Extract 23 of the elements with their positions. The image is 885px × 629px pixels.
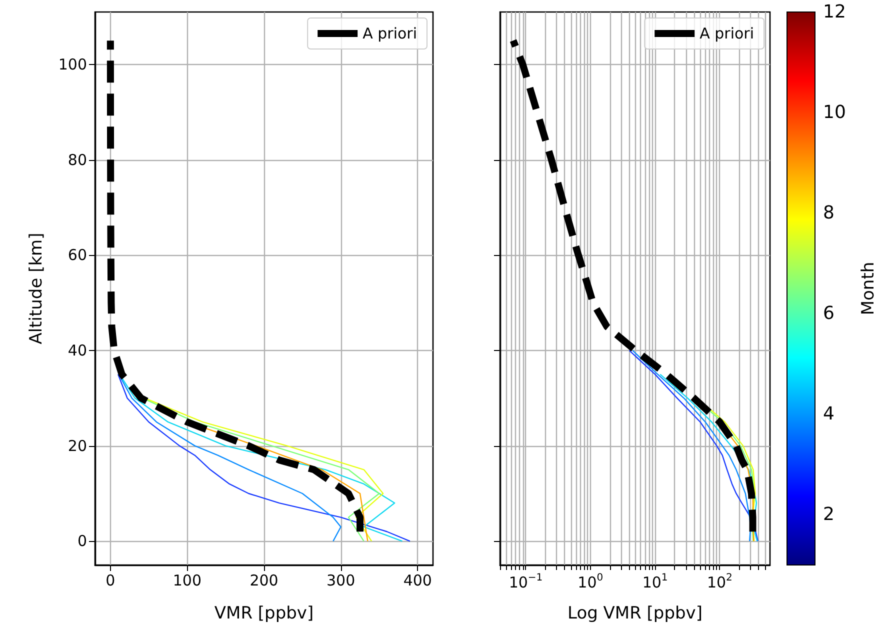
color-bar-label: 8: [823, 202, 834, 224]
legend-label: A priori: [700, 24, 754, 42]
y-tick-label: 80: [68, 150, 87, 169]
color-bar-label: 10: [823, 102, 846, 124]
x-tick-label: 200: [250, 572, 278, 590]
color-bar-label: 12: [823, 2, 846, 22]
color-bar-label: 4: [823, 404, 834, 425]
y-axis-title: Altitude [km]: [26, 232, 46, 344]
x-axis-title: Log VMR [ppbv]: [568, 604, 702, 624]
x-tick-label: 400: [403, 572, 432, 590]
color-bar-title: Month: [858, 262, 878, 316]
x-tick-label: 300: [326, 572, 356, 590]
y-tick-label: 0: [77, 532, 87, 550]
y-tick-label: 20: [68, 436, 87, 455]
legend-label: A priori: [362, 24, 418, 42]
x-tick-label: 100: [172, 572, 202, 590]
x-tick-label: 0: [106, 572, 116, 590]
y-tick-label: 40: [68, 341, 87, 360]
x-axis-title: VMR [ppbv]: [214, 604, 314, 624]
y-tick-label: 100: [58, 55, 87, 74]
y-tick-label: 60: [68, 246, 87, 264]
color-bar-label: 2: [823, 504, 834, 526]
color-bar-label: 6: [823, 303, 834, 324]
